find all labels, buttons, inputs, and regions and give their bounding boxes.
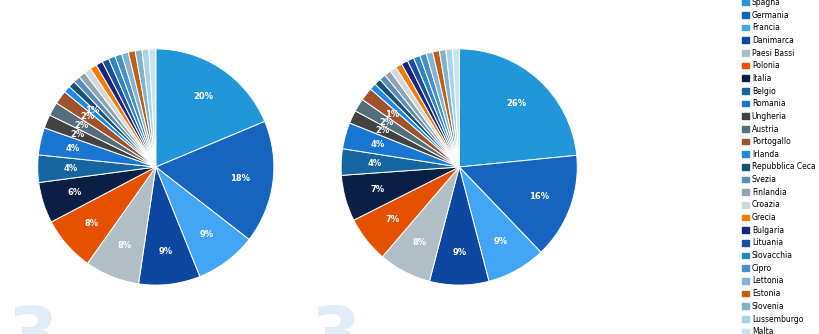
Wedge shape (128, 51, 156, 167)
Wedge shape (342, 123, 459, 167)
Wedge shape (370, 84, 459, 167)
Wedge shape (390, 67, 459, 167)
Wedge shape (156, 167, 249, 277)
Wedge shape (115, 54, 156, 167)
Wedge shape (413, 56, 459, 167)
Wedge shape (407, 58, 459, 167)
Text: 2%: 2% (80, 112, 94, 121)
Wedge shape (156, 49, 265, 167)
Text: 6%: 6% (68, 188, 82, 197)
Wedge shape (88, 167, 156, 284)
Text: 1%: 1% (84, 107, 99, 116)
Wedge shape (459, 155, 577, 252)
Wedge shape (108, 56, 156, 167)
Wedge shape (419, 54, 459, 167)
Wedge shape (135, 50, 156, 167)
Text: 26%: 26% (505, 100, 526, 109)
Wedge shape (90, 65, 156, 167)
Text: 3: 3 (310, 304, 360, 334)
Text: 9%: 9% (159, 247, 173, 256)
Wedge shape (429, 167, 488, 285)
Wedge shape (355, 100, 459, 167)
Text: 20%: 20% (192, 92, 213, 101)
Wedge shape (382, 167, 459, 281)
Wedge shape (121, 52, 156, 167)
Wedge shape (38, 128, 156, 167)
Wedge shape (138, 167, 200, 285)
Wedge shape (353, 167, 459, 257)
Text: 2%: 2% (374, 126, 389, 135)
Text: 16%: 16% (528, 192, 549, 201)
Wedge shape (396, 64, 459, 167)
Wedge shape (52, 167, 156, 263)
Text: 4%: 4% (64, 164, 78, 173)
Text: 4%: 4% (66, 144, 80, 153)
Text: 1%: 1% (385, 110, 399, 119)
Text: 18%: 18% (230, 174, 250, 183)
Wedge shape (439, 50, 459, 167)
Wedge shape (57, 92, 156, 167)
Wedge shape (44, 115, 156, 167)
Wedge shape (341, 167, 459, 220)
Wedge shape (79, 73, 156, 167)
Text: 2%: 2% (379, 118, 393, 127)
Wedge shape (446, 49, 459, 167)
Wedge shape (374, 79, 459, 167)
Text: 3: 3 (7, 304, 57, 334)
Wedge shape (50, 103, 156, 167)
Text: 9%: 9% (451, 247, 466, 257)
Wedge shape (401, 61, 459, 167)
Wedge shape (379, 75, 459, 167)
Text: 4%: 4% (367, 159, 381, 168)
Text: 2%: 2% (75, 121, 88, 130)
Wedge shape (102, 59, 156, 167)
Wedge shape (426, 52, 459, 167)
Text: 8%: 8% (117, 241, 131, 250)
Text: 8%: 8% (84, 218, 99, 227)
Wedge shape (70, 82, 156, 167)
Text: 2%: 2% (70, 130, 84, 139)
Wedge shape (65, 87, 156, 167)
Text: 4%: 4% (369, 140, 384, 149)
Text: 7%: 7% (369, 185, 384, 194)
Text: 9%: 9% (200, 230, 214, 239)
Wedge shape (84, 69, 156, 167)
Text: 8%: 8% (412, 238, 427, 247)
Wedge shape (156, 122, 274, 239)
Wedge shape (362, 89, 459, 167)
Wedge shape (149, 49, 156, 167)
Wedge shape (142, 49, 156, 167)
Wedge shape (432, 51, 459, 167)
Text: 7%: 7% (385, 215, 399, 224)
Wedge shape (341, 149, 459, 175)
Wedge shape (349, 111, 459, 167)
Wedge shape (459, 49, 576, 167)
Wedge shape (74, 77, 156, 167)
Wedge shape (452, 49, 459, 167)
Wedge shape (38, 167, 156, 222)
Legend: Spagna, Germania, Francia, Danimarca, Paesi Bassi, Polonia, Italia, Belgio, Roma: Spagna, Germania, Francia, Danimarca, Pa… (740, 0, 815, 334)
Wedge shape (38, 155, 156, 183)
Wedge shape (96, 62, 156, 167)
Wedge shape (385, 71, 459, 167)
Text: 9%: 9% (493, 237, 507, 246)
Wedge shape (459, 167, 541, 281)
